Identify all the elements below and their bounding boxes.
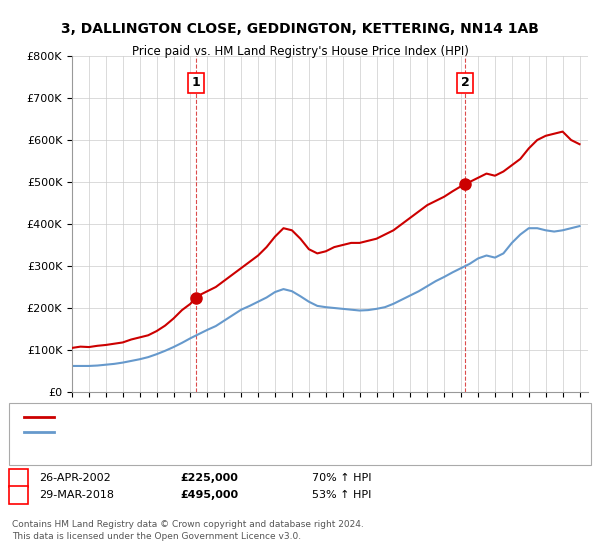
Text: £225,000: £225,000 [180,473,238,483]
Text: 3, DALLINGTON CLOSE, GEDDINGTON, KETTERING, NN14 1AB (detached house): 3, DALLINGTON CLOSE, GEDDINGTON, KETTERI… [60,412,475,422]
Text: 26-APR-2002: 26-APR-2002 [39,473,111,483]
Text: 3, DALLINGTON CLOSE, GEDDINGTON, KETTERING, NN14 1AB: 3, DALLINGTON CLOSE, GEDDINGTON, KETTERI… [61,22,539,36]
Text: This data is licensed under the Open Government Licence v3.0.: This data is licensed under the Open Gov… [12,532,301,541]
Text: 29-MAR-2018: 29-MAR-2018 [39,490,114,500]
Text: 2: 2 [15,490,22,500]
Text: 70% ↑ HPI: 70% ↑ HPI [312,473,371,483]
Text: 1: 1 [191,76,200,90]
Text: £495,000: £495,000 [180,490,238,500]
Text: 1: 1 [15,473,22,483]
Text: Price paid vs. HM Land Registry's House Price Index (HPI): Price paid vs. HM Land Registry's House … [131,45,469,58]
Text: 53% ↑ HPI: 53% ↑ HPI [312,490,371,500]
Text: 2: 2 [461,76,470,90]
Text: Contains HM Land Registry data © Crown copyright and database right 2024.: Contains HM Land Registry data © Crown c… [12,520,364,529]
Text: HPI: Average price, detached house, North Northamptonshire: HPI: Average price, detached house, Nort… [60,427,380,437]
